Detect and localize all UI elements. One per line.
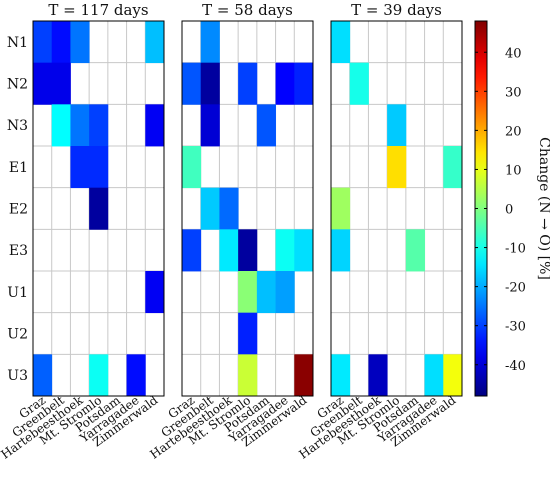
heatmap-cell [200,21,220,64]
row-label: N3 [7,118,28,134]
heatmap-cell [387,146,407,189]
colorbar-label: Change (N → O) [%] [536,137,550,280]
heatmap-cell [182,146,202,189]
heatmap-cell [219,229,239,272]
colorbar-tick-label: 20 [505,124,522,139]
colorbar-tick-label: 30 [505,85,522,100]
row-label: E2 [9,202,28,218]
heatmap-cell [331,229,351,272]
heatmap-cell [275,229,295,272]
heatmap-cell [238,271,258,314]
heatmap-cell [275,271,295,314]
heatmap-cell [33,62,53,105]
heatmap-cell [89,104,109,147]
panel-3: T = 39 daysGrazGreenbeltHartebeesthoekMt… [296,1,463,462]
panel-frame [32,20,165,397]
panel-title: T = 39 days [351,1,442,19]
panel-1: T = 117 daysN1N2N3E1E2E3U1U2U3GrazGreenb… [0,1,165,462]
heatmap-cell [238,354,258,397]
heatmap-cell [405,229,425,272]
heatmap-cell [368,354,388,397]
heatmap-cell [33,21,53,64]
heatmap-cell [238,229,258,272]
colorbar: 40 30 20 10 0 -10 -20 -30 -40 Change (N → O) [%] [474,20,550,397]
heatmap-cell [331,187,351,230]
heatmap-cell [424,354,444,397]
heatmap-cell [387,104,407,147]
row-label: U1 [7,285,28,301]
heatmap-cell [256,271,276,314]
colorbar-tick-label: -20 [505,281,526,296]
heatmap-cell [256,104,276,147]
heatmap-cell [51,21,71,64]
heatmap-cell [275,62,295,105]
row-label: E1 [9,160,28,176]
heatmap-cell [70,146,90,189]
colorbar-tick-label: -10 [505,242,526,257]
heatmap-cell [443,354,463,397]
heatmap-cell [200,104,220,147]
panel-title: T = 117 days [48,1,148,19]
row-label: U2 [7,327,28,343]
heatmap-cell [145,21,165,64]
heatmap-cell [126,354,146,397]
colorbar-tick-label: -30 [505,320,526,335]
heatmap-cell [219,187,239,230]
colorbar-tick-label: 10 [505,163,522,178]
heatmap-cell [182,229,202,272]
heatmap-cell [294,62,314,105]
heatmap-cell [238,62,258,105]
panel-title: T = 58 days [202,1,293,19]
heatmap-cell [443,146,463,189]
heatmap-cell [51,104,71,147]
heatmap-cell [89,354,109,397]
heatmap-cell [331,21,351,64]
panel-2: T = 58 daysGrazGreenbeltHartebeesthoekMt… [147,1,314,462]
heatmap-cell [145,104,165,147]
panel-frame [181,20,314,397]
heatmap-cell [89,187,109,230]
colorbar-tick-label: 0 [505,203,513,218]
row-label: N2 [7,77,28,93]
heatmap-cell [238,312,258,355]
colorbar-tick-label: -40 [505,359,526,374]
heatmap-cell [70,21,90,64]
heatmap-cell [294,354,314,397]
row-label: U3 [7,368,28,384]
row-label: N1 [7,35,28,51]
heatmap-cell [33,354,53,397]
heatmap-cell [294,229,314,272]
heatmap-cell [200,62,220,105]
heatmap-cell [70,104,90,147]
heatmap-cell [51,62,71,105]
heatmap-cell [89,146,109,189]
heatmap-cell [349,62,369,105]
heatmap-cell [145,271,165,314]
colorbar-tick-label: 40 [505,46,522,61]
heatmap-cell [182,62,202,105]
heatmap-cell [331,354,351,397]
heatmap-cell [200,187,220,230]
panel-frame [330,20,463,397]
row-label: E3 [9,243,28,259]
